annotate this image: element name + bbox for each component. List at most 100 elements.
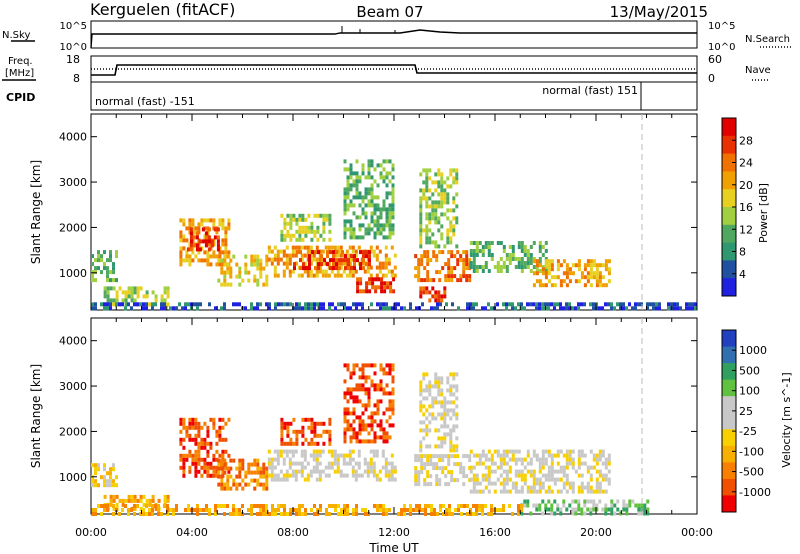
heatmap-cell (319, 306, 322, 311)
heatmap-cell (352, 399, 356, 404)
heatmap-cell (300, 469, 304, 474)
heatmap-cell (422, 196, 426, 201)
heatmap-cell (520, 257, 524, 261)
heatmap-cell (289, 441, 293, 446)
heatmap-cell (450, 266, 454, 271)
heatmap-cell (559, 306, 562, 311)
heatmap-cell (182, 473, 186, 478)
heatmap-cell (455, 180, 459, 185)
heatmap-cell (388, 171, 392, 176)
heatmap-cell (333, 273, 337, 278)
heatmap-cell (309, 261, 313, 266)
heatmap-cell (453, 454, 457, 459)
heatmap-cell (319, 421, 323, 426)
heatmap-cell (475, 269, 479, 273)
heatmap-cell (301, 504, 304, 508)
heatmap-cell (583, 275, 587, 280)
heatmap-cell (358, 223, 362, 228)
heatmap-cell (307, 225, 311, 230)
heatmap-cell (419, 420, 423, 425)
heatmap-cell (381, 453, 385, 458)
heatmap-cell (446, 228, 450, 233)
heatmap-cell (367, 163, 371, 168)
heatmap-cell (271, 508, 274, 512)
heatmap-cell (520, 508, 523, 512)
heatmap-cell (452, 228, 456, 233)
heatmap-cell (306, 249, 310, 254)
heatmap-cell (121, 298, 125, 303)
heatmap-cell (565, 306, 568, 311)
heatmap-cell (224, 238, 228, 243)
heatmap-cell (414, 274, 418, 279)
heatmap-cell (253, 458, 257, 463)
heatmap-cell (456, 478, 460, 483)
heatmap-cell (586, 499, 590, 504)
heatmap-cell (196, 302, 199, 307)
heatmap-cell (265, 512, 268, 516)
heatmap-cell (366, 265, 370, 270)
heatmap-cell (218, 254, 222, 259)
heatmap-cell (565, 461, 569, 466)
heatmap-cell (217, 504, 220, 508)
freq-label-top: Freq. (8, 56, 33, 67)
heatmap-cell (432, 462, 436, 467)
heatmap-cell (307, 213, 311, 218)
heatmap-cell (475, 302, 478, 307)
heatmap-cell (468, 466, 472, 471)
heatmap-cell (559, 279, 563, 284)
heatmap-cell (343, 223, 347, 228)
heatmap-cell (446, 424, 450, 429)
heatmap-cell (351, 269, 355, 274)
heatmap-cell (370, 203, 374, 208)
heatmap-cell (316, 302, 319, 307)
heatmap-cell (270, 465, 274, 470)
heatmap-cell (532, 271, 536, 276)
heatmap-cell (556, 489, 560, 494)
heatmap-cell (484, 261, 488, 265)
heatmap-cell (106, 290, 110, 295)
heatmap-cell (604, 465, 608, 470)
heatmap-cell (364, 439, 368, 444)
heatmap-cell (428, 240, 432, 245)
heatmap-cell (400, 512, 403, 516)
heatmap-cell (213, 235, 217, 240)
heatmap-cell (420, 466, 424, 471)
heatmap-cell (221, 453, 225, 458)
heatmap-cell (514, 457, 518, 462)
heatmap-cell (511, 512, 514, 516)
heatmap-cell (541, 481, 545, 486)
heatmap-cell (392, 277, 396, 282)
heatmap-cell (367, 431, 371, 436)
heatmap-cell (185, 238, 189, 243)
heatmap-cell (218, 262, 222, 267)
heatmap-cell (580, 453, 584, 458)
heatmap-cell (288, 461, 292, 466)
heatmap-cell (440, 176, 444, 181)
heatmap-cell (367, 187, 371, 192)
heatmap-cell (622, 499, 626, 504)
heatmap-cell (388, 435, 392, 440)
heatmap-cell (130, 498, 134, 503)
heatmap-cell (169, 508, 172, 512)
heatmap-cell (250, 462, 254, 467)
heatmap-cell (532, 265, 536, 269)
heatmap-cell (188, 417, 192, 422)
heatmap-cell (328, 237, 332, 242)
colorbar-swatch (722, 363, 736, 381)
heatmap-cell (426, 254, 430, 259)
heatmap-cell (523, 503, 527, 508)
heatmap-cell (188, 258, 192, 263)
heatmap-cell (437, 444, 441, 449)
heatmap-cell (215, 441, 219, 446)
heatmap-cell (109, 483, 112, 488)
heatmap-cell (306, 473, 310, 478)
heatmap-cell (373, 371, 377, 376)
heatmap-cell (343, 187, 347, 192)
heatmap-cell (216, 235, 220, 240)
heatmap-cell (423, 478, 427, 483)
heatmap-cell (414, 470, 418, 475)
heatmap-cell (336, 249, 340, 254)
heatmap-cell (640, 503, 644, 508)
heatmap-cell (357, 465, 361, 470)
heatmap-cell (136, 504, 139, 508)
